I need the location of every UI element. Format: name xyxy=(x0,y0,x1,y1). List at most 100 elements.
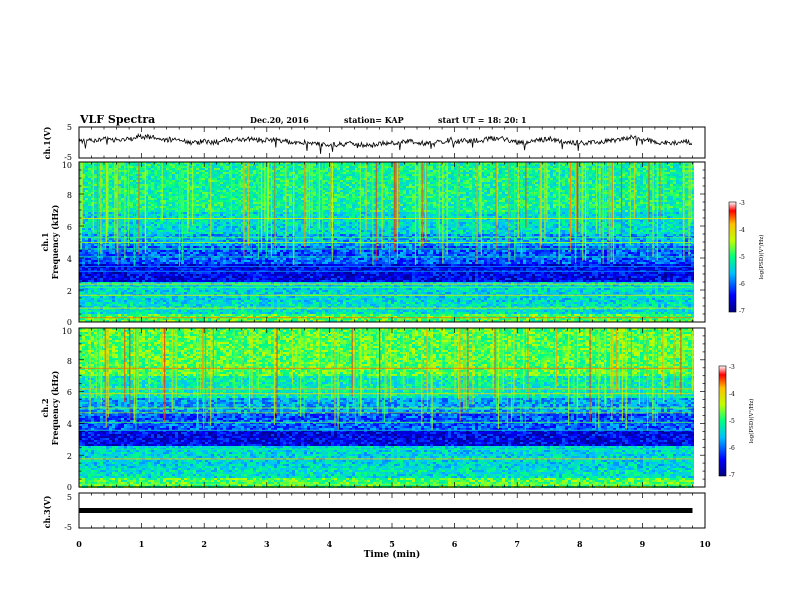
spectrogram-cell xyxy=(337,172,340,174)
spectrogram-cell xyxy=(289,184,292,186)
spectrogram-cell xyxy=(490,182,493,184)
spectrogram-cell xyxy=(118,168,121,170)
spectrogram-cell xyxy=(637,182,640,184)
spectrogram-cell xyxy=(151,194,154,196)
spectrogram-cell xyxy=(184,208,187,210)
spectrogram-cell xyxy=(109,208,112,210)
spectrogram-cell xyxy=(625,200,628,202)
spectrogram-cell xyxy=(169,206,172,208)
spectrogram-cell xyxy=(343,196,346,198)
spectrogram-cell xyxy=(94,174,97,176)
spectrogram-cell xyxy=(484,190,487,192)
spectrogram-cell xyxy=(490,188,493,190)
spectrogram-cell xyxy=(148,176,151,178)
spectrogram-cell xyxy=(637,172,640,174)
spectrogram-cell xyxy=(469,200,472,202)
spectrogram-cell xyxy=(340,172,343,174)
spectrogram-cell xyxy=(361,180,364,182)
spectrogram-cell xyxy=(409,186,412,188)
spectrogram-cell xyxy=(169,174,172,176)
spectrogram-cell xyxy=(313,186,316,188)
spectrogram-cell xyxy=(298,176,301,178)
spectrogram-cell xyxy=(130,198,133,200)
spectrogram-cell xyxy=(163,190,166,192)
spectrogram-cell xyxy=(430,168,433,170)
spectrogram-cell xyxy=(295,172,298,174)
spectrogram-cell xyxy=(664,174,667,176)
spectrogram-cell xyxy=(673,164,676,166)
spectrogram-cell xyxy=(448,206,451,208)
spectrogram-cell xyxy=(361,174,364,176)
spectrogram-cell xyxy=(94,168,97,170)
spectrogram-cell xyxy=(643,198,646,200)
spectrogram-cell xyxy=(253,194,256,196)
spectrogram-cell xyxy=(253,166,256,168)
spectrogram-cell xyxy=(94,164,97,166)
spectrogram-cell xyxy=(502,174,505,176)
spectrogram-cell xyxy=(670,196,673,198)
spectrogram-cell xyxy=(184,170,187,172)
spectrogram-cell xyxy=(280,190,283,192)
spectrogram-cell xyxy=(469,186,472,188)
spectrogram-cell xyxy=(511,182,514,184)
spectrogram-cell xyxy=(550,176,553,178)
spectrogram-cell xyxy=(148,178,151,180)
spectrogram-cell xyxy=(469,188,472,190)
spectrogram-cell xyxy=(121,194,124,196)
spectrogram-cell xyxy=(280,180,283,182)
spectrogram-cell xyxy=(253,202,256,204)
spectrogram-cell xyxy=(313,208,316,210)
spectrogram-cell xyxy=(196,172,199,174)
spectrogram-cell xyxy=(499,186,502,188)
spectrogram-cell xyxy=(631,196,634,198)
spectrogram-cell xyxy=(142,194,145,196)
spectrogram-cell xyxy=(562,170,565,172)
spectrogram-cell xyxy=(130,184,133,186)
spectrogram-cell xyxy=(505,198,508,200)
spectrogram-cell xyxy=(226,186,229,188)
spectrogram-cell xyxy=(565,166,568,168)
spectrogram-cell xyxy=(469,192,472,194)
spectrogram-cell xyxy=(637,204,640,206)
spectrogram-cell xyxy=(172,174,175,176)
spectrogram-cell xyxy=(562,202,565,204)
spectrogram-cell xyxy=(664,166,667,168)
spectrogram-cell xyxy=(490,194,493,196)
spectrogram-cell xyxy=(451,186,454,188)
spectrogram-cell xyxy=(130,202,133,204)
spectrogram-cell xyxy=(253,208,256,210)
spectrogram-cell xyxy=(409,184,412,186)
spectrogram-cell xyxy=(487,206,490,208)
spectrogram-cell xyxy=(157,176,160,178)
spectrogram-cell xyxy=(667,172,670,174)
spectrogram-cell xyxy=(94,202,97,204)
spectrogram-cell xyxy=(301,172,304,174)
spectrogram-cell xyxy=(340,198,343,200)
spectrogram-cell xyxy=(298,192,301,194)
spectrogram-cell xyxy=(406,202,409,204)
spectrogram-cell xyxy=(535,180,538,182)
spectrogram-cell xyxy=(343,182,346,184)
spectrogram-cell xyxy=(673,170,676,172)
spectrogram-cell xyxy=(484,164,487,166)
spectrogram-cell xyxy=(430,198,433,200)
spectrogram-cell xyxy=(367,178,370,180)
spectrogram-cell xyxy=(460,186,463,188)
spectrogram-cell xyxy=(352,182,355,184)
spectrogram-cell xyxy=(367,164,370,166)
spectrogram-cell xyxy=(667,190,670,192)
spectrogram-cell xyxy=(172,194,175,196)
spectrogram-cell xyxy=(163,202,166,204)
spectrogram-cell xyxy=(466,178,469,180)
spectrogram-cell xyxy=(157,164,160,166)
spectrogram-cell xyxy=(157,198,160,200)
spectrogram-cell xyxy=(529,194,532,196)
spectrogram-cell xyxy=(562,178,565,180)
spectrogram-cell xyxy=(511,192,514,194)
spectrogram-cell xyxy=(226,206,229,208)
spectrogram-cell xyxy=(433,180,436,182)
spectrogram-cell xyxy=(535,194,538,196)
spectrogram-cell xyxy=(406,198,409,200)
spectrogram-cell xyxy=(121,192,124,194)
spectrogram-cell xyxy=(490,202,493,204)
